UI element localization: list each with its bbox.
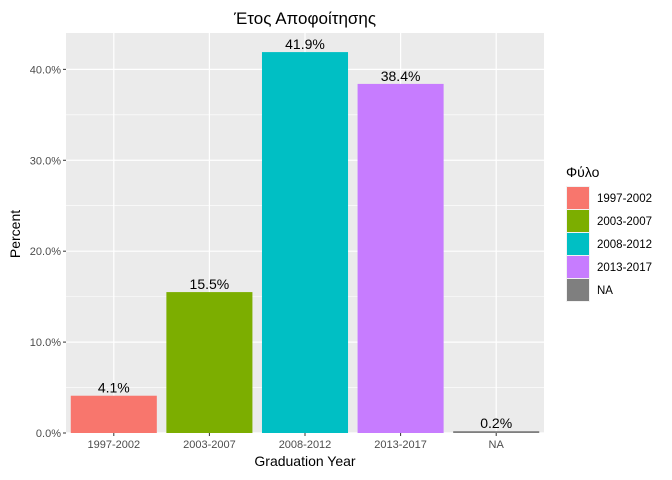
x-tick-label: 1997-2002 — [87, 439, 140, 451]
bar — [70, 395, 157, 433]
y-tick-label: 10.0% — [30, 337, 61, 349]
legend-title: Φύλο — [566, 164, 600, 180]
x-tick-label: NA — [489, 439, 505, 451]
y-tick-label: 0.0% — [36, 428, 61, 440]
legend-swatch — [567, 210, 589, 232]
legend-swatch — [567, 279, 589, 301]
data-label: 41.9% — [285, 36, 325, 52]
legend-label: 2003-2007 — [597, 216, 652, 228]
y-tick-label: 20.0% — [30, 246, 61, 258]
chart-title: Έτος Αποφοίτησης — [233, 9, 376, 28]
x-tick-label: 2003-2007 — [183, 439, 236, 451]
y-tick-label: 30.0% — [30, 155, 61, 167]
data-label: 4.1% — [98, 380, 130, 396]
y-axis-title: Percent — [7, 210, 23, 258]
data-label: 0.2% — [480, 415, 512, 431]
legend-swatch — [567, 233, 589, 255]
bar — [166, 292, 253, 433]
x-axis-ticks: 1997-2002 2003-2007 2008-2012 2013-2017 NA — [87, 433, 505, 451]
bars — [70, 52, 540, 433]
legend: Φύλο 1997-2002 2003-2007 2008-2012 2013-201… — [566, 164, 652, 302]
legend-swatch — [567, 187, 589, 209]
legend-label: 1997-2002 — [597, 193, 652, 205]
x-tick-label: 2013-2017 — [374, 439, 427, 451]
legend-label: 2013-2017 — [597, 262, 652, 274]
x-tick-label: 2008-2012 — [279, 439, 332, 451]
data-labels: 4.1% 15.5% 41.9% 38.4% 0.2% — [98, 36, 512, 431]
legend-swatch — [567, 256, 589, 278]
data-label: 15.5% — [190, 276, 230, 292]
bar — [357, 83, 444, 433]
legend-label: 2008-2012 — [597, 239, 652, 251]
bar — [453, 431, 540, 433]
y-tick-label: 40.0% — [30, 64, 61, 76]
x-axis-title: Graduation Year — [254, 453, 356, 469]
data-label: 38.4% — [381, 68, 421, 84]
y-axis-ticks: 0.0% 10.0% 20.0% 30.0% 40.0% — [30, 64, 66, 440]
bar — [261, 52, 349, 433]
legend-label: NA — [597, 285, 613, 297]
